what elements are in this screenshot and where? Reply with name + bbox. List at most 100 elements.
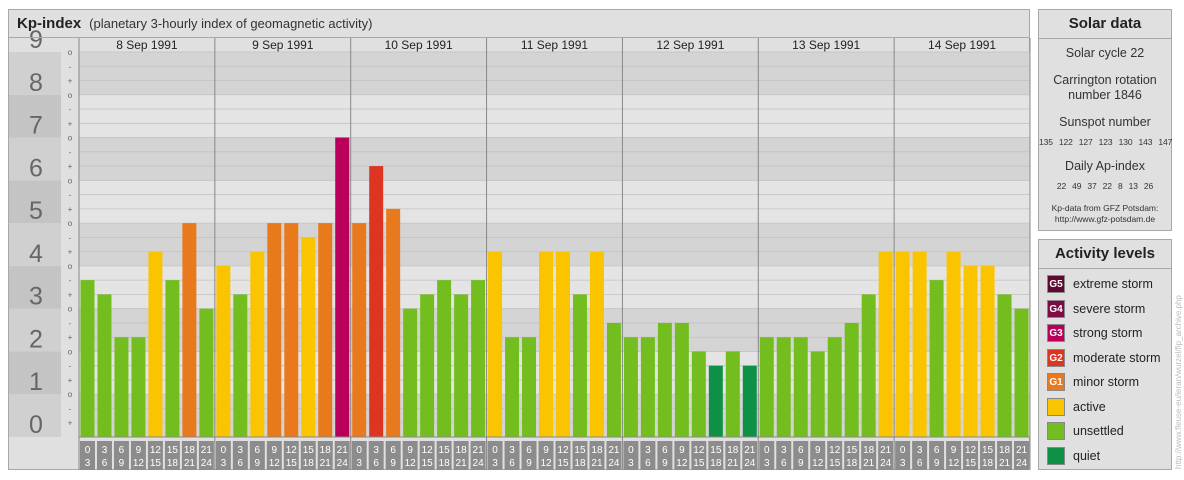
interval-end-label: 15 [965, 458, 977, 469]
y-tick-label: 7 [29, 112, 43, 140]
kp-bar [793, 337, 808, 437]
interval-cell [691, 441, 707, 470]
legend-swatch: G5 [1047, 275, 1065, 293]
y-band [9, 180, 61, 224]
legend-item: G4 severe storm [1047, 299, 1145, 319]
interval-end-label: 18 [167, 458, 179, 469]
y-minor-label: + [68, 162, 73, 171]
interval-cell [368, 441, 384, 470]
interval-end-label: 6 [917, 458, 923, 469]
interval-cell [606, 441, 622, 470]
legend-item: G2 moderate storm [1047, 348, 1161, 368]
interval-start-label: 9 [407, 445, 413, 456]
interval-start-label: 18 [999, 445, 1011, 456]
kp-bar [505, 337, 520, 437]
interval-end-label: 3 [85, 458, 91, 469]
y-minor-label: o [68, 390, 73, 399]
y-tick-label: 4 [29, 240, 43, 268]
interval-end-label: 12 [540, 458, 552, 469]
ap-value: 26 [1143, 181, 1154, 191]
y-tick-label: 0 [29, 411, 43, 439]
interval-cell [742, 441, 758, 470]
sunspot-value: 122 [1058, 137, 1073, 147]
interval-end-label: 15 [829, 458, 841, 469]
interval-cell [453, 441, 469, 470]
plot-band [79, 180, 1030, 224]
sunspot-value: 130 [1118, 137, 1133, 147]
y-minor-label: o [68, 176, 73, 185]
interval-start-label: 18 [184, 445, 196, 456]
interval-cell [283, 441, 299, 470]
interval-cell [793, 441, 809, 470]
kp-bar [454, 294, 469, 437]
gfz-credit-line-1: Kp-data from GFZ Potsdam: [1051, 203, 1159, 213]
kp-bar [488, 251, 503, 437]
y-minor-label: - [69, 362, 72, 371]
kp-bar [250, 251, 265, 437]
interval-start-label: 0 [764, 445, 770, 456]
ap-value: 13 [1128, 181, 1138, 191]
interval-start-label: 15 [167, 445, 179, 456]
interval-start-label: 3 [781, 445, 787, 456]
kp-bar [963, 265, 978, 437]
sunspot-value: 135 [1039, 137, 1053, 147]
y-tick-label: 6 [29, 154, 43, 182]
interval-end-label: 21 [863, 458, 875, 469]
activity-levels-title: Activity levels [1039, 240, 1171, 269]
interval-start-label: 9 [543, 445, 549, 456]
interval-end-label: 9 [255, 458, 261, 469]
y-minor-label: - [69, 62, 72, 71]
kp-bar [674, 322, 689, 437]
interval-start-label: 12 [422, 445, 434, 456]
interval-end-label: 15 [557, 458, 569, 469]
ap-title: Daily Ap-index [1065, 159, 1145, 173]
kp-bar [522, 337, 537, 437]
interval-start-label: 15 [439, 445, 451, 456]
y-minor-label: o [68, 347, 73, 356]
y-minor-label: - [69, 105, 72, 114]
legend-label: active [1073, 399, 1106, 414]
kp-bar [97, 294, 112, 437]
interval-cell [487, 441, 503, 470]
y-band [9, 223, 61, 266]
interval-cell [521, 441, 537, 470]
interval-end-label: 3 [221, 458, 227, 469]
interval-cell [725, 441, 741, 470]
interval-cell [912, 441, 928, 470]
y-minor-label: o [68, 134, 73, 143]
kp-bar [691, 351, 706, 437]
interval-end-label: 9 [662, 458, 668, 469]
interval-start-label: 21 [337, 445, 349, 456]
interval-cell [164, 441, 180, 470]
interval-start-label: 6 [119, 445, 125, 456]
interval-cell [181, 441, 197, 470]
ap-value: 22 [1102, 181, 1112, 191]
interval-end-label: 15 [422, 458, 434, 469]
interval-start-label: 12 [693, 445, 705, 456]
interval-end-label: 24 [1016, 458, 1028, 469]
interval-cell [1014, 441, 1029, 470]
interval-start-label: 9 [272, 445, 278, 456]
interval-end-label: 12 [405, 458, 417, 469]
legend-item: quiet [1047, 446, 1100, 466]
chart-title-bar: Kp-index (planetary 3-hourly index of geo… [9, 10, 1029, 38]
ap-value: 22 [1056, 181, 1067, 191]
interval-end-label: 6 [238, 458, 244, 469]
interval-start-label: 21 [880, 445, 892, 456]
y-minor-label: - [69, 233, 72, 242]
interval-start-label: 12 [965, 445, 977, 456]
interval-cell [385, 441, 401, 470]
legend-label: quiet [1073, 448, 1101, 463]
interval-start-label: 12 [150, 445, 162, 456]
kp-bar [165, 280, 180, 437]
interval-end-label: 24 [201, 458, 213, 469]
interval-cell [555, 441, 571, 470]
interval-start-label: 0 [356, 445, 362, 456]
interval-start-label: 15 [982, 445, 994, 456]
kp-bar [912, 251, 927, 437]
interval-cell [436, 441, 452, 470]
interval-cell [708, 441, 724, 470]
interval-end-label: 18 [574, 458, 586, 469]
ap-values: 22 49 37 22 8 13 26 [1039, 181, 1171, 191]
y-band [9, 137, 61, 181]
